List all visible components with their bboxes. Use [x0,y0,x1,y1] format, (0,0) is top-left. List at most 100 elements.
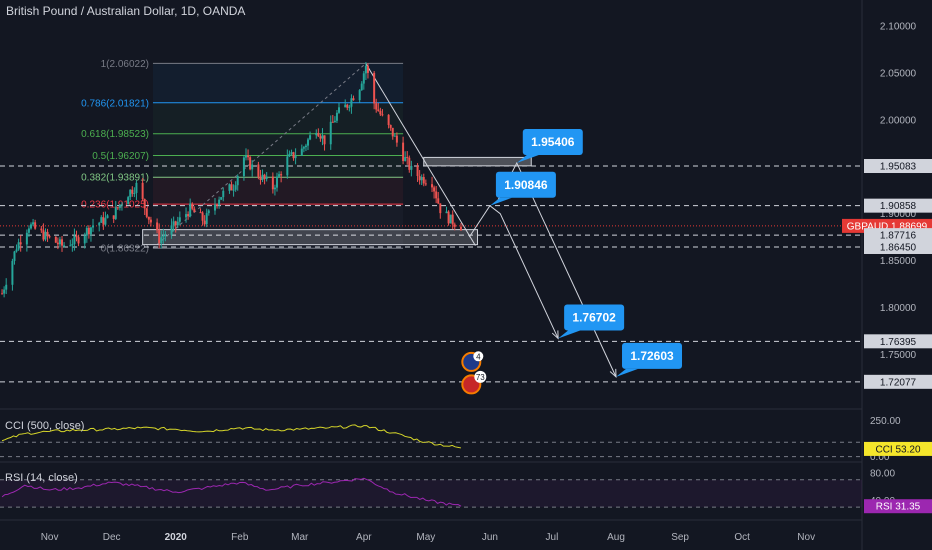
price-callout-label: 1.95406 [531,135,575,149]
candle-body [435,191,438,199]
candle-body [422,177,425,184]
candle-body [141,182,144,200]
candle-body [25,232,28,245]
price-callout-label: 1.76702 [572,310,616,324]
candle-body [280,174,283,176]
candle-body [191,203,194,209]
indicator-y-tick-label: 80.00 [870,468,895,479]
candle-body [135,182,138,193]
candle-body [404,157,407,161]
candle-body [160,237,163,244]
fib-level-label: 0.5(1.96207) [92,151,149,162]
candle-body [98,222,101,226]
x-tick-label: 2020 [165,532,188,543]
candle-body [244,155,247,158]
rsi-indicator-label: RSI (14, close) [5,472,78,484]
candle-body [257,164,260,177]
candle-body [379,110,382,115]
candle-body [116,207,119,209]
fib-level-label: 1(2.06022) [101,59,149,70]
candle-body [34,222,37,229]
candle-body [344,104,347,108]
level-price-chip-label: 1.76395 [880,337,917,348]
candle-body [71,244,74,246]
candle-body [48,236,51,238]
candle-body [56,242,59,245]
candle-body [149,219,152,223]
candle-body [234,185,237,190]
indicator-value-chip [864,499,932,514]
candle-body [27,228,30,233]
candle-body [271,176,274,190]
x-tick-label: Jul [546,532,559,543]
candle-body [358,90,361,101]
candle-body [315,133,318,136]
candle-body [261,174,264,181]
candle-body [187,214,190,217]
candle-body [286,156,289,176]
callout-pointer [558,330,581,339]
candle-body [114,207,117,219]
y-tick-label: 1.85000 [880,256,917,267]
indicator-y-tick-label: 0.00 [870,452,890,463]
candle-body [102,217,105,225]
candle-body [92,225,95,228]
candle-body [395,135,398,143]
candle-body [373,72,376,104]
level-price-chip-label: 1.90858 [880,201,917,212]
candle-body [15,249,18,252]
candle-body [335,112,338,121]
candle-body [294,155,297,159]
candle-body [329,121,332,145]
candle-body [143,199,146,209]
candle-body [389,125,392,128]
candle-body [201,212,204,221]
callout-pointer [516,154,539,163]
candle-body [61,239,64,246]
price-callout [522,128,583,155]
callout-pointer [616,368,639,377]
candle-body [321,135,324,139]
candle-body [406,157,409,159]
candle-body [216,204,219,206]
candle-body [147,216,150,220]
candle-body [87,227,90,235]
candle-body [302,147,305,149]
candle-body [104,218,107,225]
candle-body [3,289,6,294]
level-price-chip-label: 1.72077 [880,377,917,388]
resistance-zone-box [423,156,532,167]
candle-body [58,239,61,245]
candle-body [278,174,281,177]
level-price-chip [864,239,932,254]
candle-body [319,136,322,139]
candle-body [129,189,132,198]
fib-zone [152,133,404,156]
y-tick-label: 2.05000 [880,68,917,79]
candle-body [242,157,245,177]
fib-level-label: 0.236(1.91025) [81,200,149,211]
candle-body [77,237,80,244]
level-price-chip-label: 1.87716 [880,231,917,242]
candle-body [189,203,192,217]
candle-body [418,176,421,181]
candle-body [131,189,134,194]
fib-level-label: 0.618(1.98523) [81,129,149,140]
fib-zone [152,102,404,134]
candle-body [459,226,462,231]
candle-body [120,204,123,206]
candle-body [338,107,341,113]
indicator-value-chip-label: CCI 53.20 [875,444,920,455]
candle-body [162,236,165,238]
candle-body [174,221,177,226]
candle-body [106,215,109,219]
projection-arrow-path [468,205,559,339]
candle-body [73,235,76,245]
candle-body [275,176,278,188]
candle-body [375,103,378,110]
candle-body [259,176,262,181]
candle-body [75,235,78,238]
candle-body [445,211,448,214]
candle-body [348,106,351,108]
